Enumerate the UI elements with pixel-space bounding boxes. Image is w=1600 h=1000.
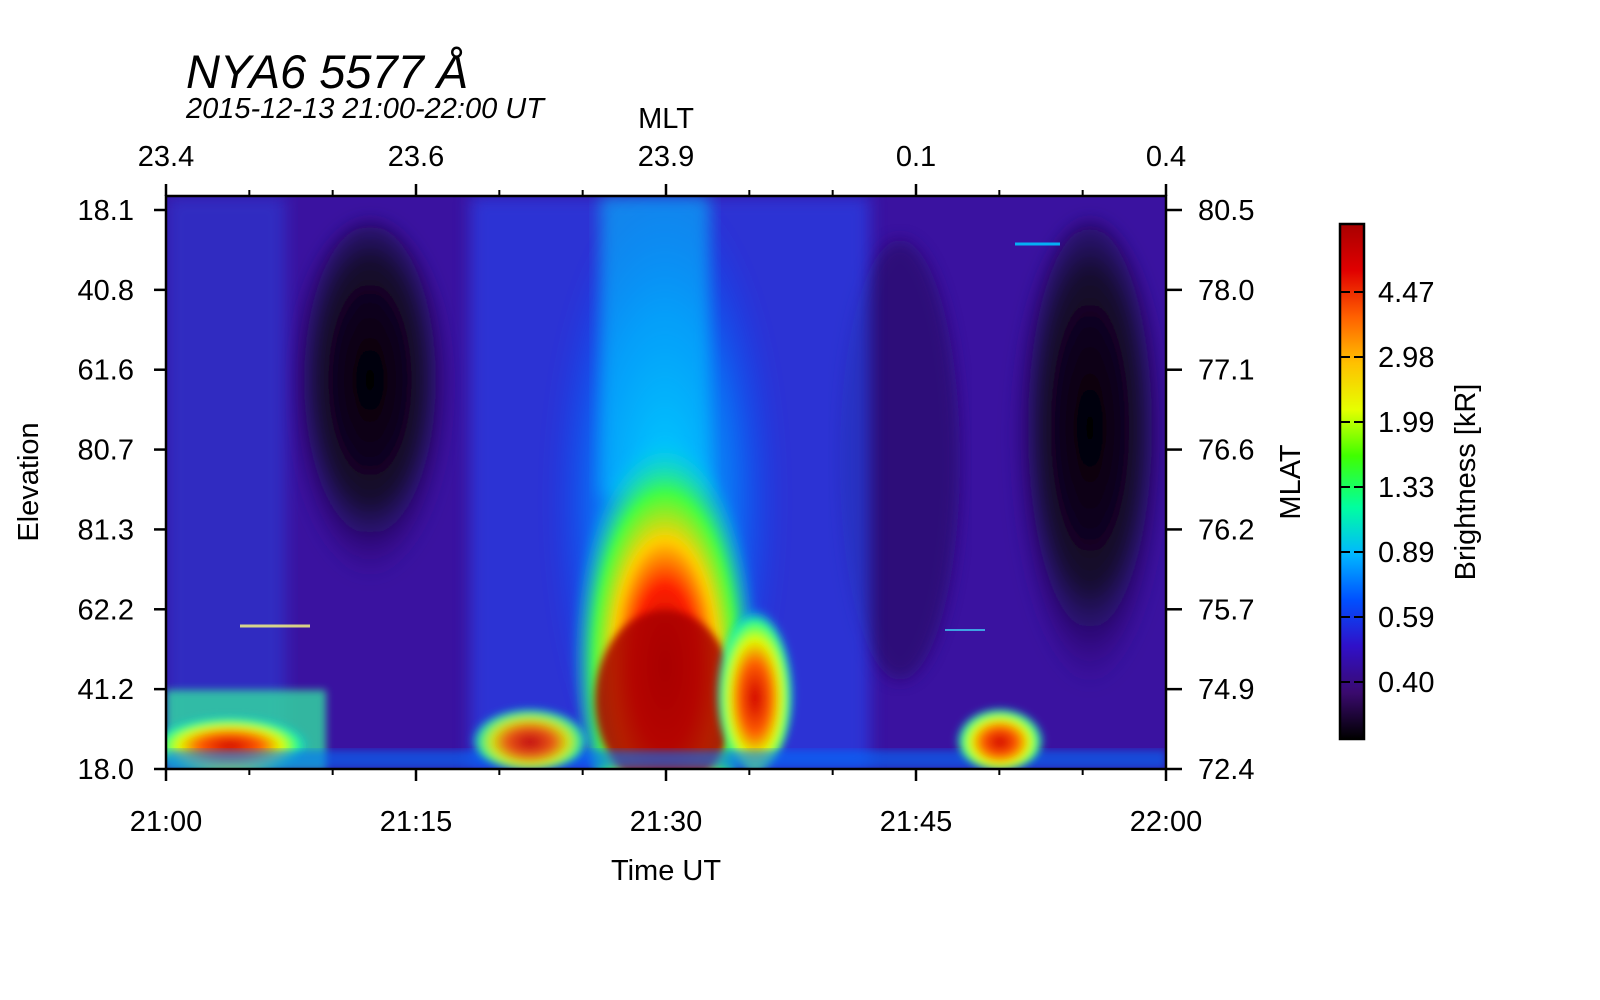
y-tick-label: 81.3	[78, 514, 134, 546]
chart-subtitle: 2015-12-13 21:00-22:00 UT	[186, 93, 544, 125]
y-tick-label: 40.8	[78, 275, 134, 307]
x-tick-label: 21:30	[630, 806, 703, 838]
x-axis-top: 23.4 23.6 23.9 0.1 0.4	[138, 141, 1186, 196]
y-tick-label: 18.1	[78, 195, 134, 227]
x-tick-label: 21:15	[380, 806, 453, 838]
top-tick-label: 0.4	[1146, 141, 1186, 173]
colorbar-tick-label: 1.33	[1378, 472, 1434, 504]
right-axis-label: MLAT	[1275, 444, 1307, 519]
right-tick-label: 77.1	[1198, 355, 1254, 387]
x-tick-label: 21:00	[130, 806, 203, 838]
colorbar-tick-label: 0.40	[1378, 667, 1434, 699]
colorbar-ticks: 4.47 2.98 1.99 1.33 0.89 0.59 0.40	[1340, 277, 1434, 699]
right-tick-label: 76.2	[1198, 514, 1254, 546]
colorbar-tick-label: 2.98	[1378, 342, 1434, 374]
y-axis-left: 18.1 40.8 61.6 80.7 81.3 62.2 41.2 18.0	[78, 195, 166, 786]
colorbar-tick-label: 0.59	[1378, 602, 1434, 634]
top-tick-label: 23.4	[138, 141, 194, 173]
y-tick-label: 18.0	[78, 754, 134, 786]
x-axis-bottom: 21:00 21:15 21:30 21:45 22:00	[130, 190, 1203, 838]
y-tick-label: 62.2	[78, 594, 134, 626]
x-tick-label: 22:00	[1130, 806, 1203, 838]
colorbar-tick-label: 0.89	[1378, 537, 1434, 569]
heatmap-image	[166, 196, 1166, 769]
top-tick-label: 23.6	[388, 141, 444, 173]
right-tick-label: 74.9	[1198, 674, 1254, 706]
right-tick-label: 80.5	[1198, 195, 1254, 227]
x-axis-label: Time UT	[611, 855, 721, 887]
right-tick-label: 76.6	[1198, 435, 1254, 467]
chart-title: NYA6 5577 Å	[186, 45, 469, 98]
y-tick-label: 41.2	[78, 674, 134, 706]
x-tick-label: 21:45	[880, 806, 953, 838]
colorbar-tick-label: 1.99	[1378, 407, 1434, 439]
right-tick-label: 78.0	[1198, 275, 1254, 307]
right-tick-label: 75.7	[1198, 594, 1254, 626]
top-tick-label: 0.1	[896, 141, 936, 173]
colorbar	[1338, 222, 1366, 741]
y-axis-label: Elevation	[13, 422, 45, 541]
colorbar-tick-label: 4.47	[1378, 277, 1434, 309]
y-axis-right: 80.5 78.0 77.1 76.6 76.2 75.7 74.9 72.4	[1166, 195, 1254, 786]
y-tick-label: 61.6	[78, 355, 134, 387]
right-tick-label: 72.4	[1198, 754, 1254, 786]
top-tick-label: 23.9	[638, 141, 694, 173]
top-axis-label: MLT	[638, 103, 694, 135]
y-tick-label: 80.7	[78, 435, 134, 467]
colorbar-label: Brightness [kR]	[1450, 384, 1482, 581]
